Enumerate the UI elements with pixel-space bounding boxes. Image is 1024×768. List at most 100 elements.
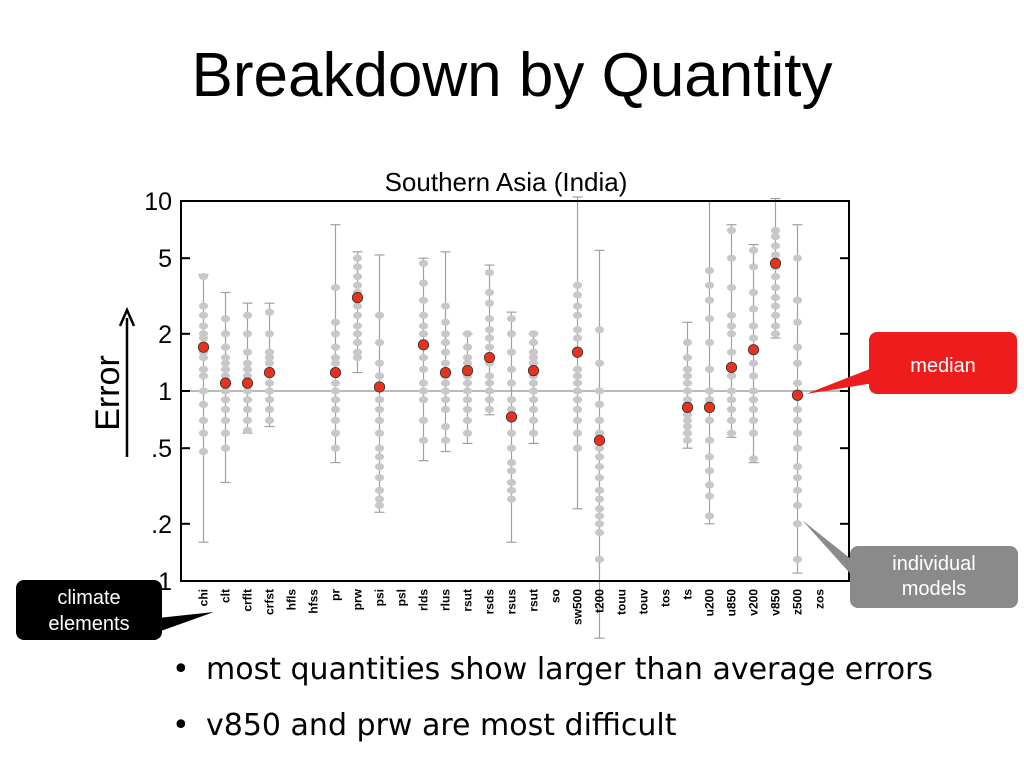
model-point [726,284,737,292]
model-point [374,405,385,414]
model-point [770,284,781,292]
individual-models-callout: individual models [802,520,1018,608]
model-point [440,330,451,338]
median-point [417,339,430,351]
x-tick-label: crflt [241,589,255,612]
y-axis-label: Error [89,355,127,431]
model-point [594,555,605,563]
y-tick-label: 10 [144,188,172,216]
model-point [418,387,429,395]
model-point [572,379,583,387]
x-tick-label: rsut [527,589,541,612]
model-point [704,416,715,425]
model-point [418,353,429,362]
model-point [374,311,385,319]
model-point [792,318,803,326]
model-point [682,422,693,431]
model-point [528,379,539,387]
model-point [242,359,253,367]
model-point [352,302,363,310]
model-point [462,387,473,395]
model-point [418,322,429,330]
model-point [506,429,517,437]
model-point [242,348,253,356]
x-tick-label: rlus [439,589,453,611]
model-point [462,353,473,362]
model-point [528,396,539,404]
chart-title: Southern Asia (India) [385,167,628,197]
model-point [594,474,605,482]
model-point [462,330,473,338]
median-point [725,361,738,374]
model-point [792,429,803,437]
x-tick-label: rsut [461,589,475,612]
y-tick-label: 1 [158,378,172,406]
model-point [462,359,473,367]
model-point [484,315,495,323]
bullet-item: • most quantities show larger than averag… [172,648,933,704]
model-point [704,436,715,444]
model-point [572,372,583,380]
model-point [682,338,693,347]
climate-elements-callout: climate elements [16,580,214,640]
model-point [770,226,781,235]
model-point [242,365,253,373]
model-point [506,478,517,487]
model-point [770,330,781,338]
model-point [374,453,385,461]
model-point [770,322,781,330]
model-point [682,416,693,425]
bullet-text: v850 and prw are most difficult [206,708,677,743]
median-point [373,381,386,393]
model-point [726,416,737,425]
model-point [330,416,341,425]
model-point [682,379,693,387]
model-point [242,330,253,338]
model-point [264,353,275,362]
median-callout-text: median [910,355,976,377]
model-point [418,436,429,444]
model-point [330,444,341,452]
model-point [352,311,363,319]
model-point [264,379,275,387]
model-point [528,330,539,338]
model-point [506,396,517,404]
model-point [506,467,517,475]
model-point [330,405,341,414]
model-point [440,422,451,431]
model-point [330,330,341,338]
model-point [572,365,583,373]
model-point [748,455,759,463]
x-tick-label: crfst [263,589,277,615]
model-point [418,416,429,425]
x-tick-label: prw [351,588,365,610]
model-point [528,359,539,367]
model-point [484,379,495,387]
model-point [704,512,715,520]
model-point [484,299,495,307]
model-point [418,330,429,338]
median-point [747,344,760,356]
model-point [220,444,231,452]
x-tick-label: so [549,589,563,603]
model-point [748,305,759,313]
model-point [682,387,693,395]
model-point [506,379,517,387]
model-point [682,365,693,373]
model-point [572,396,583,404]
model-point [484,288,495,297]
model-point [264,405,275,414]
model-point [528,338,539,347]
x-tick-label: rsus [505,589,519,615]
model-point [726,387,737,395]
model-point [594,416,605,425]
model-point [572,311,583,319]
model-point [704,387,715,395]
x-tick-label: touu [615,589,629,615]
model-point [594,495,605,503]
model-point [484,372,495,380]
model-point [792,474,803,482]
model-point [330,396,341,404]
model-point [198,273,209,281]
model-point [374,338,385,347]
